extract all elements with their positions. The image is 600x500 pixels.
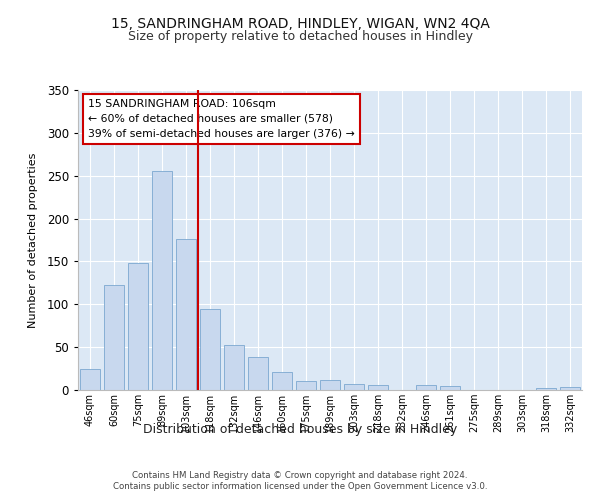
Bar (416, 385, 436, 390)
Bar (272, 372, 292, 390)
Y-axis label: Number of detached properties: Number of detached properties (28, 152, 38, 328)
Bar (248, 358, 268, 390)
Text: 15, SANDRINGHAM ROAD, HINDLEY, WIGAN, WN2 4QA: 15, SANDRINGHAM ROAD, HINDLEY, WIGAN, WN… (110, 18, 490, 32)
Bar (80, 370, 100, 390)
Bar (536, 388, 556, 390)
Text: Size of property relative to detached houses in Hindley: Size of property relative to detached ho… (128, 30, 473, 43)
Bar (224, 344, 244, 390)
Bar (344, 384, 364, 390)
Bar (128, 263, 148, 390)
Bar (320, 380, 340, 390)
Text: Contains HM Land Registry data © Crown copyright and database right 2024.: Contains HM Land Registry data © Crown c… (132, 471, 468, 480)
Bar (368, 385, 388, 390)
Bar (200, 310, 220, 390)
Text: 15 SANDRINGHAM ROAD: 106sqm
← 60% of detached houses are smaller (578)
39% of se: 15 SANDRINGHAM ROAD: 106sqm ← 60% of det… (88, 99, 355, 138)
Bar (560, 388, 580, 390)
Bar (440, 386, 460, 390)
Text: Distribution of detached houses by size in Hindley: Distribution of detached houses by size … (143, 422, 457, 436)
Text: Contains public sector information licensed under the Open Government Licence v3: Contains public sector information licen… (113, 482, 487, 491)
Bar (104, 286, 124, 390)
Bar (296, 380, 316, 390)
Bar (152, 172, 172, 390)
Bar (176, 239, 196, 390)
